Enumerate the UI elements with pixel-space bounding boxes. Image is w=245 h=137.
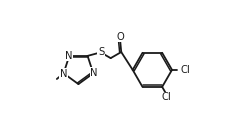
Text: S: S <box>98 47 104 57</box>
Text: N: N <box>60 69 67 79</box>
Text: N: N <box>90 68 98 78</box>
Text: Cl: Cl <box>161 92 171 102</box>
Text: O: O <box>116 32 124 42</box>
Text: N: N <box>65 51 72 61</box>
Text: Cl: Cl <box>181 65 191 75</box>
